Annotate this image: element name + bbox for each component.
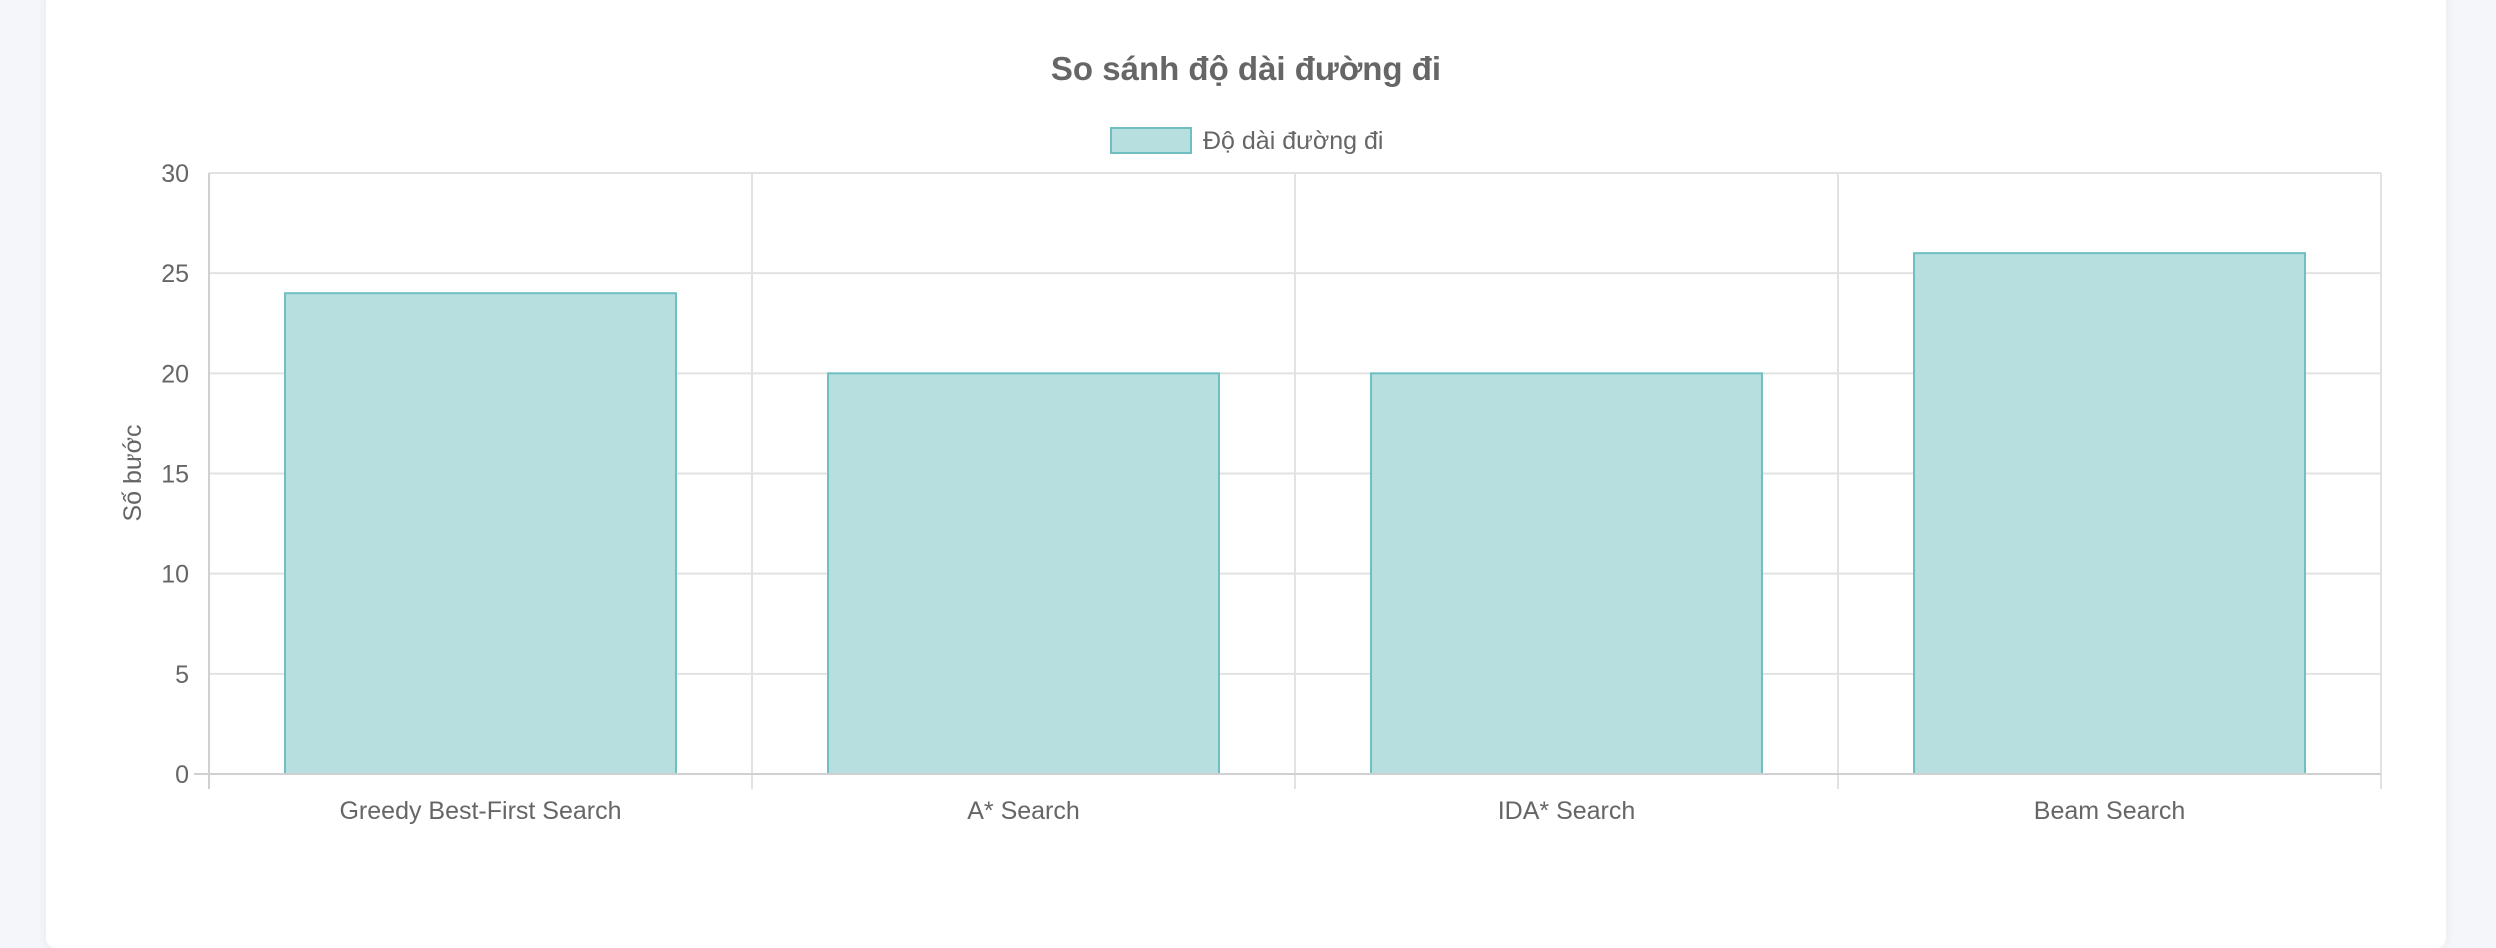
bars xyxy=(284,252,2306,775)
y-tick-label: 15 xyxy=(161,461,189,489)
legend-label: Độ dài đường đi xyxy=(1203,127,1383,155)
x-tick-label: Beam Search xyxy=(2034,797,2185,825)
legend-swatch xyxy=(1110,127,1192,154)
chart-title: So sánh độ dài đường đi xyxy=(1051,50,1441,87)
x-tick-label: IDA* Search xyxy=(1498,797,1636,825)
bar-beam-search[interactable] xyxy=(1913,252,2306,775)
legend[interactable]: Độ dài đường đi xyxy=(1110,127,1383,155)
x-tick-label: Greedy Best-First Search xyxy=(339,797,621,825)
y-tick-label: 0 xyxy=(175,761,189,789)
y-tick-label: 25 xyxy=(161,260,189,288)
y-tick-label: 20 xyxy=(161,360,189,388)
y-tick-label: 30 xyxy=(161,160,189,188)
bar-a-search[interactable] xyxy=(827,372,1220,775)
bar-ida-search[interactable] xyxy=(1370,372,1763,775)
y-tick-label: 10 xyxy=(161,561,189,589)
y-tick-labels: 0 5 10 15 20 25 30 xyxy=(161,160,189,789)
y-tick-label: 5 xyxy=(175,661,189,689)
x-tick-labels: Greedy Best-First Search A* Search IDA* Se… xyxy=(339,797,2185,825)
bar-greedy-best-first-search[interactable] xyxy=(284,292,677,775)
x-tick-label: A* Search xyxy=(967,797,1080,825)
y-axis-title: Số bước xyxy=(119,424,147,521)
bar-chart: So sánh độ dài đường đi Độ dài đường đi … xyxy=(119,50,2382,825)
